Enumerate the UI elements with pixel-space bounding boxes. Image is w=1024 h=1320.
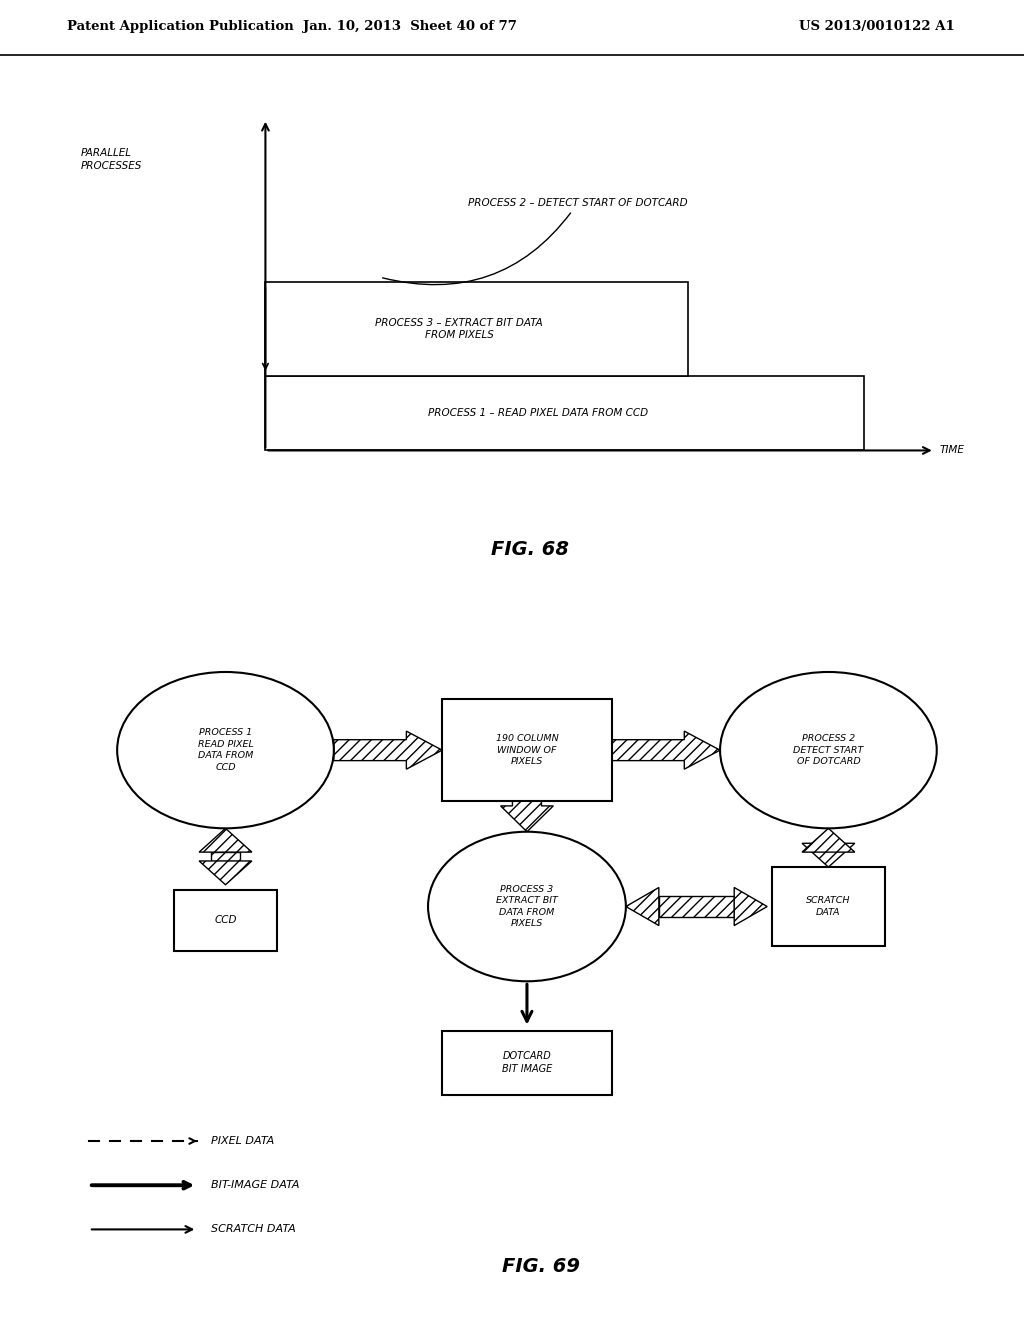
Text: SCRATCH DATA: SCRATCH DATA: [211, 1225, 296, 1234]
Text: FIG. 69: FIG. 69: [502, 1258, 580, 1276]
Polygon shape: [199, 861, 252, 884]
Text: PROCESS 2 – DETECT START OF DOTCARD: PROCESS 2 – DETECT START OF DOTCARD: [383, 198, 687, 285]
Polygon shape: [501, 801, 553, 832]
FancyBboxPatch shape: [265, 282, 688, 376]
FancyBboxPatch shape: [442, 700, 611, 801]
Polygon shape: [802, 829, 855, 853]
Text: 190 COLUMN
WINDOW OF
PIXELS: 190 COLUMN WINDOW OF PIXELS: [496, 734, 558, 766]
Text: SCRATCH
DATA: SCRATCH DATA: [806, 896, 851, 916]
Polygon shape: [658, 896, 734, 917]
Text: PROCESS 1
READ PIXEL
DATA FROM
CCD: PROCESS 1 READ PIXEL DATA FROM CCD: [198, 729, 253, 772]
Polygon shape: [611, 731, 720, 770]
Polygon shape: [802, 843, 855, 867]
Text: TIME: TIME: [939, 445, 964, 455]
Polygon shape: [334, 731, 442, 770]
FancyBboxPatch shape: [174, 890, 278, 950]
Ellipse shape: [428, 832, 626, 981]
Text: PROCESS 3 – EXTRACT BIT DATA
FROM PIXELS: PROCESS 3 – EXTRACT BIT DATA FROM PIXELS: [375, 318, 543, 341]
Text: FIG. 68: FIG. 68: [490, 540, 568, 558]
Text: PIXEL DATA: PIXEL DATA: [211, 1137, 274, 1146]
Ellipse shape: [117, 672, 334, 829]
FancyBboxPatch shape: [772, 867, 885, 945]
Text: DOTCARD
BIT IMAGE: DOTCARD BIT IMAGE: [502, 1052, 552, 1074]
FancyBboxPatch shape: [265, 376, 864, 450]
Text: CCD: CCD: [214, 915, 237, 925]
Text: PROCESS 3
EXTRACT BIT
DATA FROM
PIXELS: PROCESS 3 EXTRACT BIT DATA FROM PIXELS: [496, 884, 558, 928]
Text: US 2013/0010122 A1: US 2013/0010122 A1: [799, 20, 954, 33]
Text: Patent Application Publication: Patent Application Publication: [67, 20, 293, 33]
Polygon shape: [211, 853, 240, 861]
Text: Jan. 10, 2013  Sheet 40 of 77: Jan. 10, 2013 Sheet 40 of 77: [303, 20, 516, 33]
Text: PARALLEL
PROCESSES: PARALLEL PROCESSES: [81, 149, 142, 170]
FancyBboxPatch shape: [442, 1031, 611, 1096]
Polygon shape: [626, 887, 658, 925]
Text: BIT-IMAGE DATA: BIT-IMAGE DATA: [211, 1180, 300, 1191]
Text: PROCESS 2
DETECT START
OF DOTCARD: PROCESS 2 DETECT START OF DOTCARD: [794, 734, 863, 766]
Text: PROCESS 1 – READ PIXEL DATA FROM CCD: PROCESS 1 – READ PIXEL DATA FROM CCD: [428, 408, 648, 418]
Ellipse shape: [720, 672, 937, 829]
Polygon shape: [814, 843, 843, 853]
Polygon shape: [734, 887, 767, 925]
Polygon shape: [199, 829, 252, 853]
